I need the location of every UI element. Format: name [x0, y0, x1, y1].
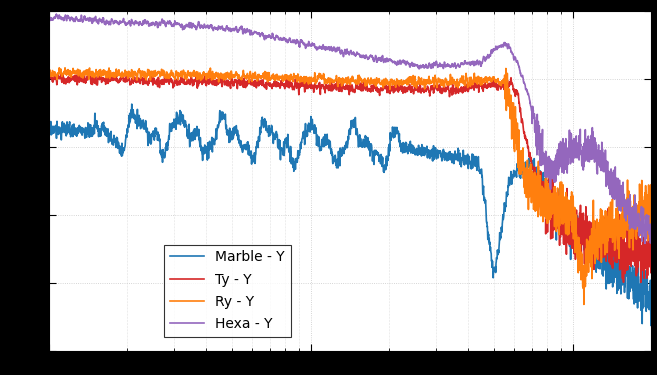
Ry - Y: [302, 75, 310, 80]
Ry - Y: [55, 66, 63, 70]
Line: Ty - Y: Ty - Y: [49, 73, 652, 282]
Hexa - Y: [648, 230, 656, 234]
Ry - Y: [149, 69, 157, 74]
Ry - Y: [45, 70, 53, 74]
Marble - Y: [647, 323, 655, 328]
Ry - Y: [276, 76, 284, 81]
Marble - Y: [114, 136, 122, 140]
Ty - Y: [302, 82, 310, 87]
Line: Marble - Y: Marble - Y: [49, 104, 652, 326]
Marble - Y: [128, 102, 136, 106]
Ty - Y: [636, 236, 644, 241]
Marble - Y: [302, 133, 310, 137]
Hexa - Y: [636, 220, 644, 224]
Hexa - Y: [276, 38, 284, 42]
Ty - Y: [114, 77, 122, 82]
Marble - Y: [636, 299, 644, 303]
Marble - Y: [276, 138, 284, 143]
Hexa - Y: [45, 14, 53, 18]
Hexa - Y: [641, 241, 649, 246]
Ty - Y: [45, 82, 53, 87]
Ty - Y: [637, 280, 645, 285]
Ty - Y: [149, 78, 157, 82]
Marble - Y: [149, 129, 157, 133]
Hexa - Y: [53, 12, 60, 16]
Line: Hexa - Y: Hexa - Y: [49, 14, 652, 243]
Marble - Y: [45, 127, 53, 131]
Ty - Y: [571, 238, 579, 242]
Marble - Y: [648, 305, 656, 309]
Ty - Y: [118, 70, 126, 75]
Hexa - Y: [149, 21, 157, 26]
Ty - Y: [648, 241, 656, 246]
Hexa - Y: [302, 44, 310, 49]
Ry - Y: [571, 211, 579, 215]
Legend: Marble - Y, Ty - Y, Ry - Y, Hexa - Y: Marble - Y, Ty - Y, Ry - Y, Hexa - Y: [164, 245, 290, 337]
Ry - Y: [114, 73, 122, 78]
Ry - Y: [636, 215, 644, 219]
Hexa - Y: [114, 20, 122, 24]
Marble - Y: [571, 240, 579, 244]
Line: Ry - Y: Ry - Y: [49, 68, 652, 304]
Ry - Y: [580, 302, 588, 307]
Ry - Y: [648, 200, 656, 204]
Ty - Y: [276, 86, 284, 90]
Hexa - Y: [571, 148, 579, 152]
